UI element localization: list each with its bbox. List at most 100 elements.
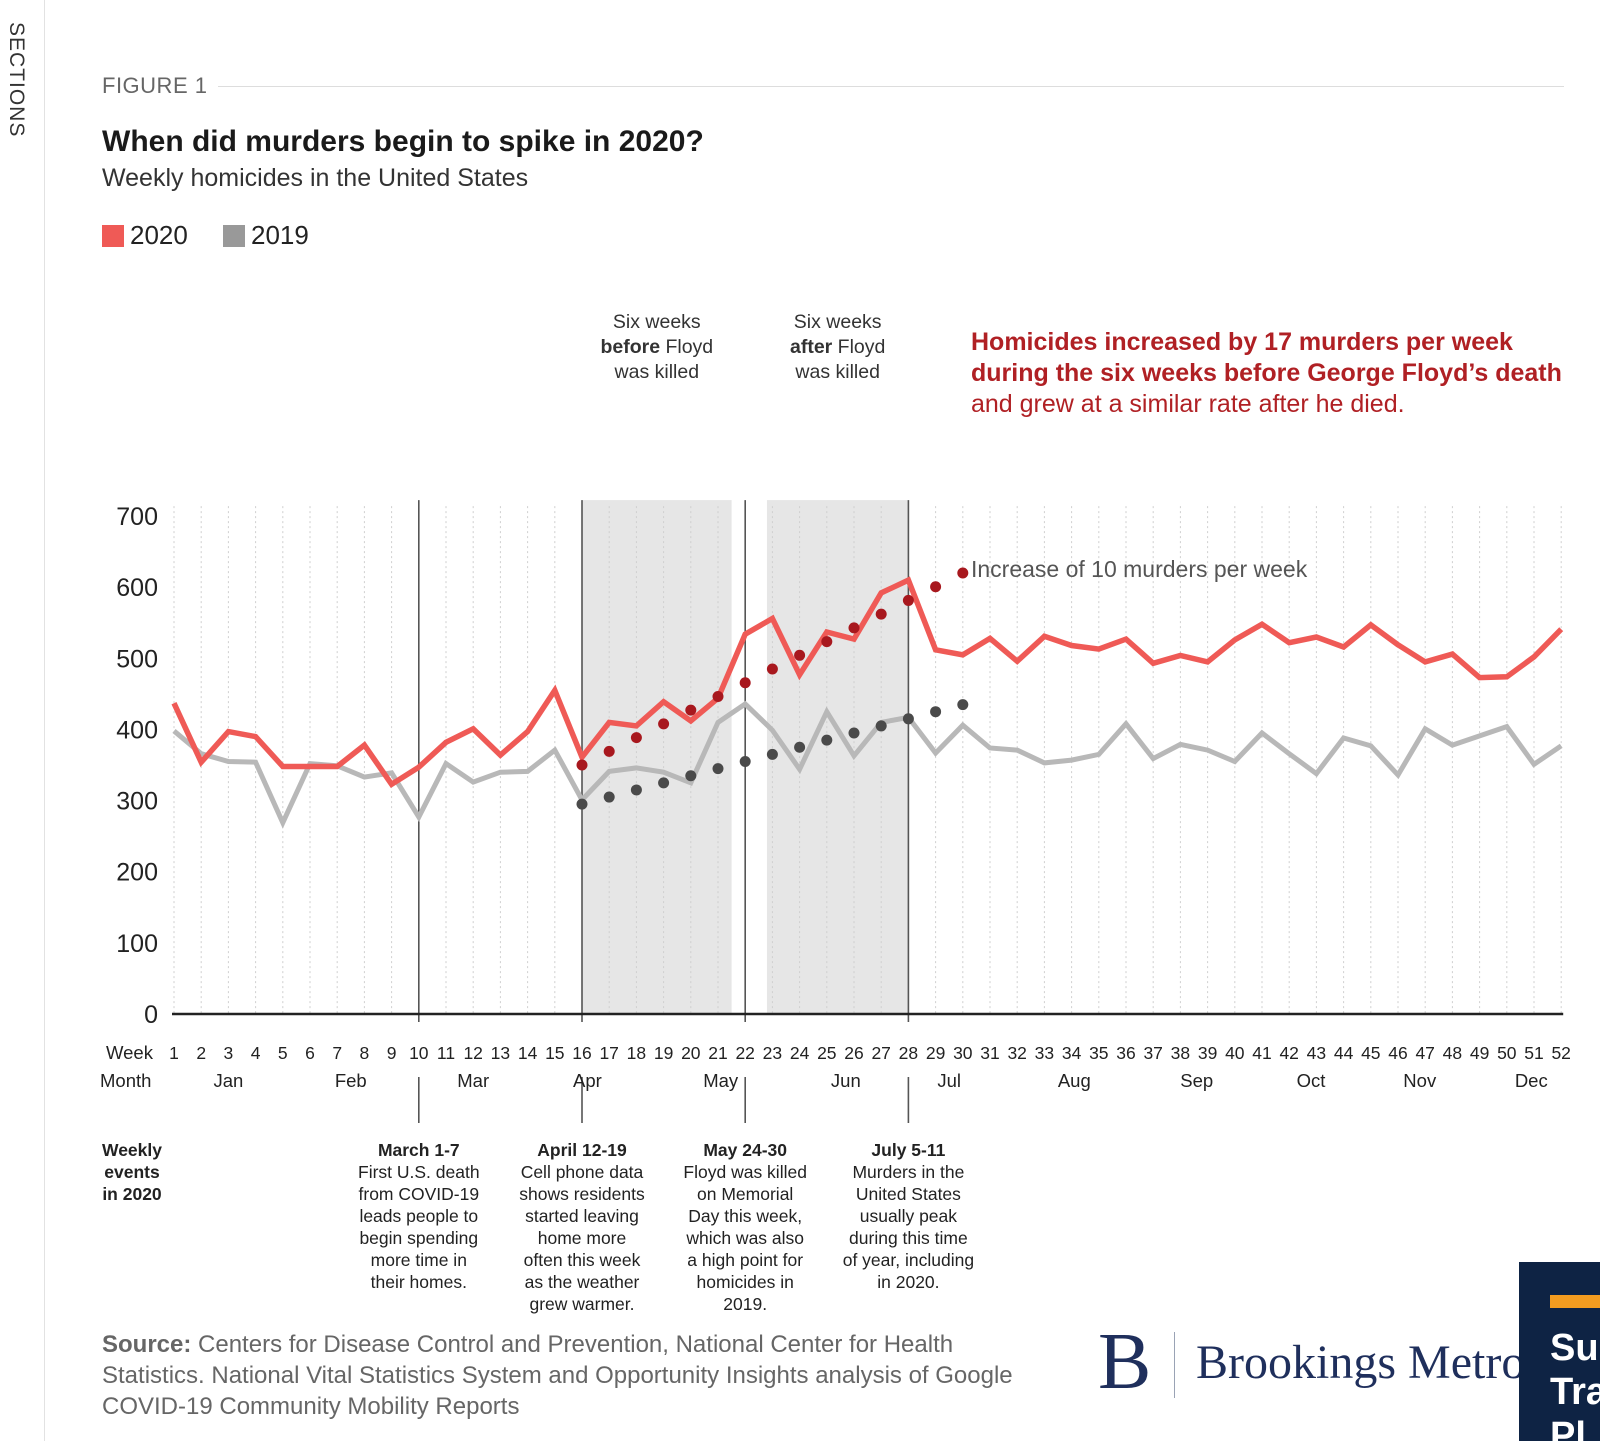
month-tick-label: Oct <box>1297 1070 1326 1091</box>
shaded-label-line: was killed <box>794 361 880 383</box>
week-tick-label: 20 <box>681 1043 701 1063</box>
week-tick-label: 12 <box>463 1043 482 1063</box>
legend-item-2020: 2020 <box>102 220 188 251</box>
event-text-line: leads people to <box>359 1206 479 1226</box>
y-tick-label: 500 <box>116 645 158 673</box>
month-tick-label: Dec <box>1515 1070 1548 1091</box>
events-heading-line: Weekly <box>102 1140 162 1160</box>
month-tick-label: Feb <box>335 1070 367 1091</box>
event-note: May 24-30 Floyd was killed on Memorial Day … <box>670 1139 820 1315</box>
week-tick-label: 42 <box>1279 1043 1298 1063</box>
event-text-line: home more <box>537 1228 627 1248</box>
event-text-line: Murders in the <box>852 1162 965 1182</box>
trend-dot <box>739 755 751 767</box>
trend-dot <box>685 770 697 782</box>
y-tick-label: 600 <box>116 574 158 602</box>
week-tick-label: 50 <box>1497 1043 1517 1063</box>
source-note: Source: Centers for Disease Control and … <box>102 1329 1022 1422</box>
week-tick-label: 27 <box>871 1043 890 1063</box>
trend-dot <box>794 649 806 661</box>
annotation-red-line: during the six weeks before George Floyd… <box>971 359 1562 387</box>
event-text-line: as the weather <box>524 1272 640 1292</box>
series-line-2020 <box>171 576 1564 789</box>
trend-dot <box>957 567 969 579</box>
source-label: Source: <box>102 1331 192 1358</box>
month-axis-label: Month <box>100 1070 151 1091</box>
month-tick-label: Jul <box>937 1070 961 1091</box>
event-text-line: begin spending <box>359 1228 479 1248</box>
event-date: July 5-11 <box>871 1140 946 1160</box>
week-tick-label: 2 <box>196 1043 206 1063</box>
legend-label-2019: 2019 <box>251 220 309 250</box>
event-text-line: United States <box>855 1184 961 1204</box>
trend-dot <box>766 663 778 675</box>
week-tick-label: 1 <box>169 1043 179 1063</box>
event-date: May 24-30 <box>703 1140 788 1160</box>
trend-dot <box>658 777 670 789</box>
figure-label: FIGURE 1 <box>102 73 208 98</box>
week-tick-label: 29 <box>926 1043 945 1063</box>
week-tick-label: 48 <box>1443 1043 1462 1063</box>
shaded-label-rest: Floyd <box>660 336 713 358</box>
chart-subtitle: Weekly homicides in the United States <box>102 164 529 192</box>
event-text-line: more time in <box>370 1250 467 1270</box>
event-text-line: a high point for <box>687 1250 804 1270</box>
week-tick-label: 26 <box>844 1043 863 1063</box>
promo-text-line: Su <box>1550 1327 1599 1369</box>
event-text-line: 2019. <box>723 1294 768 1314</box>
brookings-logo-mark[interactable]: B <box>1098 1318 1152 1406</box>
shaded-label-line: before Floyd <box>600 336 713 358</box>
week-tick-label: 41 <box>1252 1043 1271 1063</box>
event-text-line: which was also <box>686 1228 805 1248</box>
sections-sidebar[interactable]: SECTIONS <box>0 0 45 1441</box>
promo-card[interactable]: Su Tra Pl <box>1519 1262 1600 1441</box>
week-tick-label: 19 <box>654 1043 673 1063</box>
source-text: Centers for Disease Control and Preventi… <box>102 1331 1013 1420</box>
week-tick-label: 10 <box>409 1043 429 1063</box>
events-heading: Weekly events in 2020 <box>92 1139 172 1205</box>
week-tick-label: 4 <box>251 1043 261 1063</box>
trend-dot <box>739 677 751 689</box>
event-text-line: homicides in <box>696 1272 794 1292</box>
trend-dot <box>576 759 588 771</box>
week-tick-label: 24 <box>790 1043 810 1063</box>
week-tick-label: 49 <box>1470 1043 1489 1063</box>
shaded-label-bold: before <box>600 336 660 358</box>
promo-text[interactable]: Su Tra Pl <box>1550 1326 1600 1441</box>
shaded-label-line: Six weeks <box>613 311 701 333</box>
shaded-label-line: was killed <box>614 361 700 383</box>
week-tick-label: 37 <box>1143 1043 1162 1063</box>
chart-title: When did murders begin to spike in 2020? <box>102 125 704 158</box>
trend-dot <box>902 594 914 606</box>
month-tick-label: Jan <box>213 1070 243 1091</box>
week-tick-label: 34 <box>1062 1043 1082 1063</box>
event-text-line: their homes. <box>370 1272 467 1292</box>
event-text-line: during this time <box>849 1228 968 1248</box>
trend-dot <box>603 791 615 803</box>
event-text-line: Cell phone data <box>520 1162 644 1182</box>
events-heading-line: in 2020 <box>102 1184 162 1204</box>
trend-dot <box>930 581 942 593</box>
trend-dot <box>821 734 833 746</box>
trend-dot <box>685 704 697 716</box>
week-tick-label: 6 <box>305 1043 315 1063</box>
week-tick-label: 47 <box>1415 1043 1434 1063</box>
trend-dot <box>630 784 642 796</box>
trend-dot <box>957 699 969 711</box>
y-tick-label: 100 <box>116 930 158 958</box>
y-tick-label: 700 <box>116 503 158 531</box>
week-tick-label: 32 <box>1007 1043 1026 1063</box>
week-tick-label: 22 <box>735 1043 754 1063</box>
event-text-line: in 2020. <box>877 1272 940 1292</box>
trend-dot <box>576 798 588 810</box>
trend-dot <box>875 720 887 732</box>
week-tick-label: 25 <box>817 1043 836 1063</box>
week-tick-label: 7 <box>332 1043 342 1063</box>
week-tick-label: 33 <box>1035 1043 1054 1063</box>
y-tick-label: 200 <box>116 859 158 887</box>
week-tick-label: 8 <box>360 1043 370 1063</box>
sections-label[interactable]: SECTIONS <box>5 22 28 138</box>
trend-dot <box>766 748 778 760</box>
brookings-logo-text[interactable]: Brookings Metro <box>1196 1336 1520 1389</box>
annotation-red-line: Homicides increased by 17 murders per we… <box>971 328 1513 356</box>
